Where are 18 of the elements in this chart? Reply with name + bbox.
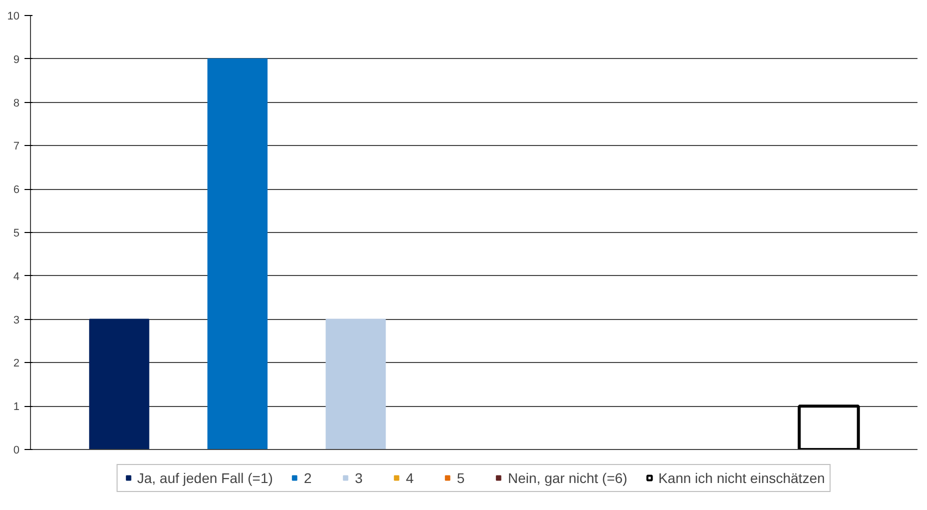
y-tick-label: 6	[13, 184, 20, 196]
y-tick-label: 4	[13, 270, 20, 283]
y-tick-label: 5	[13, 228, 20, 240]
legend-label: 4	[406, 470, 415, 486]
y-tick-label: 1	[13, 401, 20, 414]
y-tick-label: 0	[13, 444, 20, 456]
y-tick-label: 10	[7, 10, 20, 22]
y-tick-label: 3	[13, 314, 20, 326]
legend-label: 3	[354, 470, 364, 486]
legend-label: 5	[456, 470, 466, 486]
y-tick-label: 7	[13, 140, 20, 153]
legend-label: Ja, auf jeden Fall (=1)	[137, 470, 273, 486]
legend-label: Nein, gar nicht (=6)	[508, 470, 628, 486]
legend-label: Kann ich nicht einschätzen	[658, 470, 825, 486]
y-tick-label: 9	[13, 54, 20, 66]
legend-label: 2	[304, 470, 313, 486]
y-tick-label: 8	[13, 97, 20, 110]
y-tick-label: 2	[13, 358, 20, 370]
